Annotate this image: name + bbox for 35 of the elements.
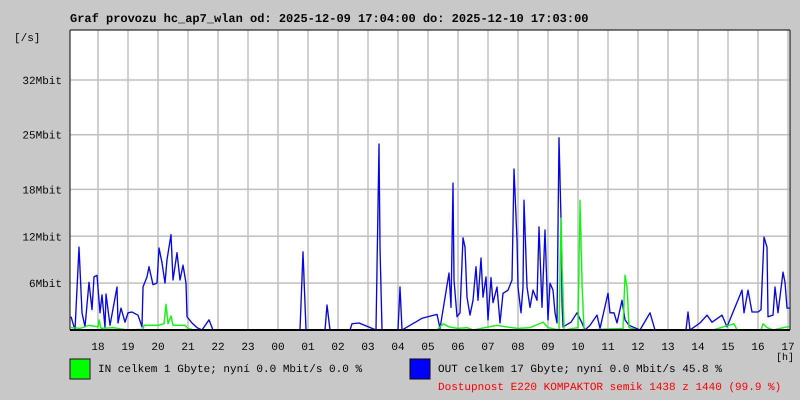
x-tick-label: 03 bbox=[361, 342, 375, 354]
y-tick-label: 32Mbit bbox=[22, 76, 62, 88]
chart-title: Graf provozu hc_ap7_wlan od: 2025-12-09 17:04:00 do: 2025-12-10 17:03:00 bbox=[70, 12, 588, 26]
x-tick-label: 04 bbox=[391, 342, 405, 354]
x-tick-label: 09 bbox=[541, 342, 555, 354]
legend-label: IN celkem 1 Gbyte; nyní 0.0 Mbit/s 0.0 % bbox=[98, 364, 362, 376]
x-tick-label: 12 bbox=[631, 342, 645, 354]
x-tick-label: 21 bbox=[181, 342, 195, 354]
x-tick-label: 07 bbox=[481, 342, 495, 354]
x-tick-label: 22 bbox=[211, 342, 225, 354]
x-axis-title: [h] bbox=[776, 352, 794, 364]
y-tick-label: 6Mbit bbox=[28, 279, 62, 292]
x-tick-label: 14 bbox=[691, 342, 705, 354]
x-tick-label: 08 bbox=[511, 342, 525, 354]
x-tick-label: 15 bbox=[721, 342, 735, 354]
x-tick-label: 02 bbox=[331, 342, 345, 354]
x-tick-label: 23 bbox=[241, 342, 255, 354]
x-tick-label: 19 bbox=[121, 342, 135, 354]
x-tick-label: 05 bbox=[421, 342, 435, 354]
x-tick-label: 01 bbox=[301, 342, 315, 354]
x-tick-label: 17 bbox=[781, 342, 795, 354]
x-tick-label: 00 bbox=[271, 342, 285, 354]
x-tick-label: 20 bbox=[151, 342, 165, 354]
x-tick-label: 16 bbox=[751, 342, 765, 354]
x-tick-label: 13 bbox=[661, 342, 675, 354]
x-tick-label: 10 bbox=[571, 342, 585, 354]
x-tick-label: 06 bbox=[451, 342, 465, 354]
legend-label: OUT celkem 17 Gbyte; nyní 0.0 Mbit/s 45.8 % bbox=[438, 364, 722, 376]
y-tick-label: 18Mbit bbox=[22, 185, 62, 198]
x-tick-label: 11 bbox=[601, 342, 615, 354]
text: Dostupnost E220 KOMPAKTOR semik 1438 z 1440 (99.9 %) bbox=[438, 382, 782, 394]
y-tick-label: 12Mbit bbox=[22, 232, 62, 244]
y-axis-title: [/s] bbox=[14, 33, 40, 45]
x-tick-label: 18 bbox=[91, 342, 105, 354]
y-tick-label: 25Mbit bbox=[22, 130, 62, 143]
